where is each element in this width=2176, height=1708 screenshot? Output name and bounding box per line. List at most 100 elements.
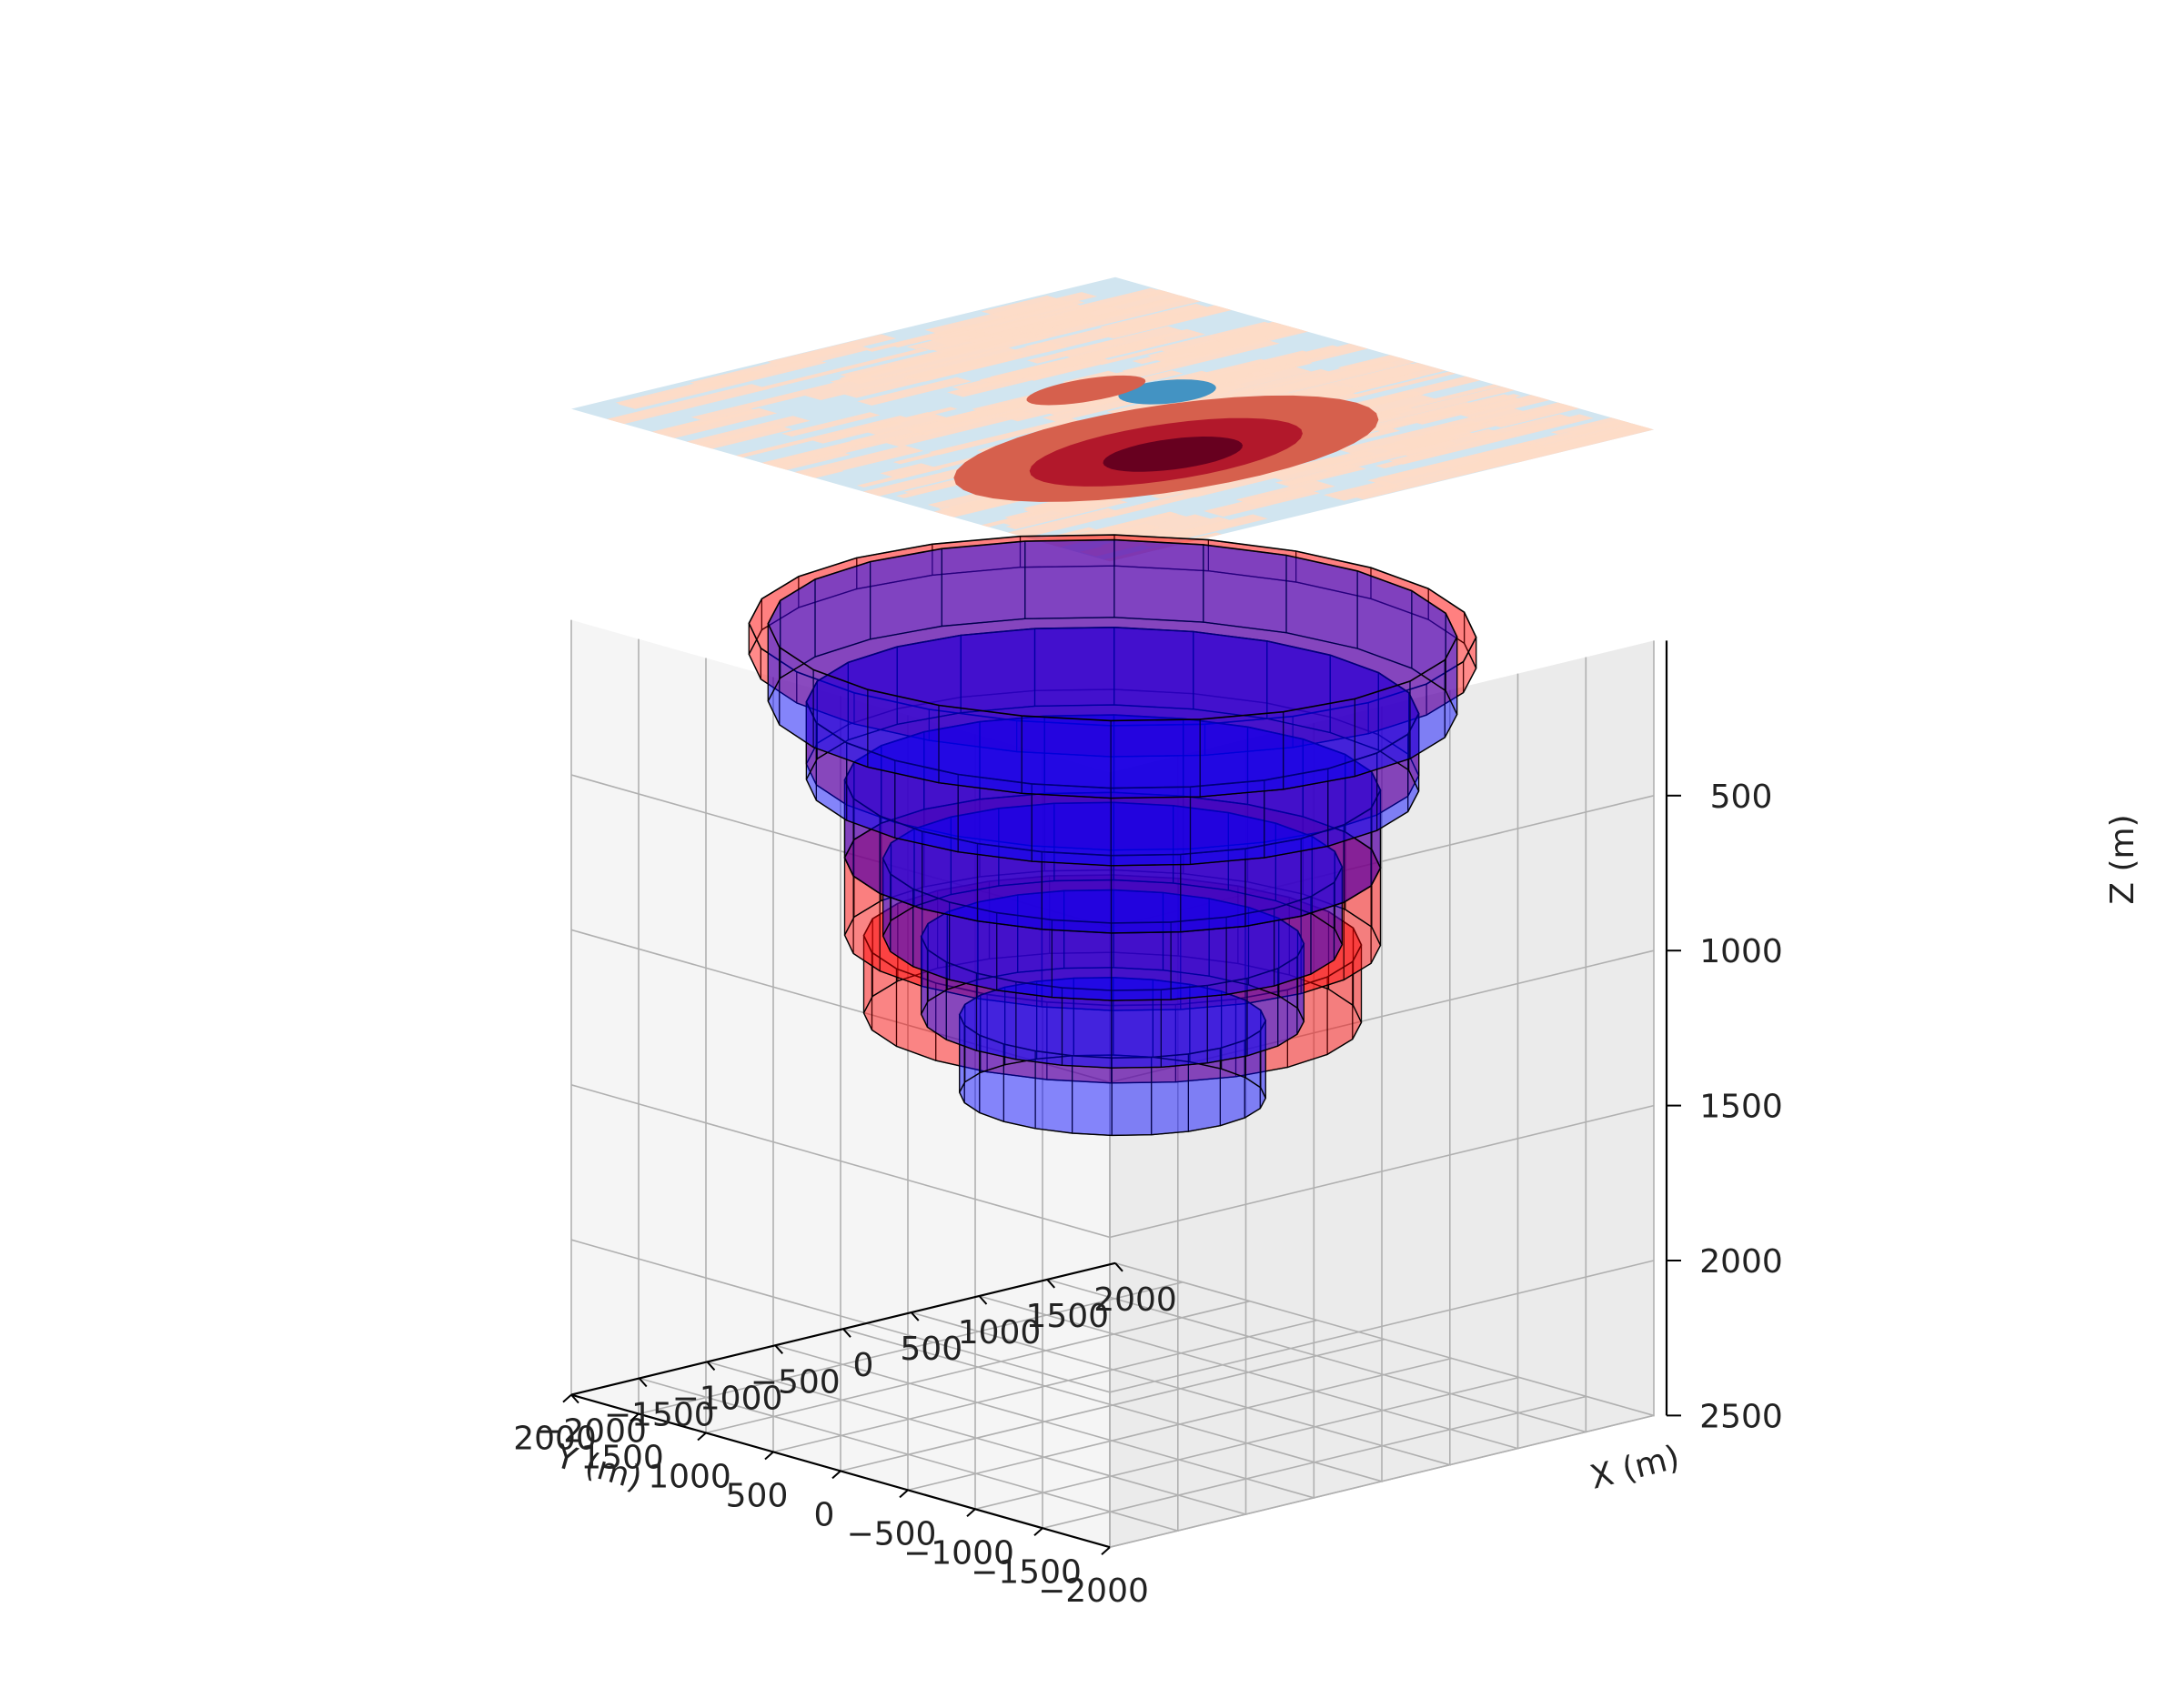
- y-tick-label: 1000: [648, 1459, 731, 1496]
- surface-anomaly-darkest: [1103, 437, 1243, 472]
- cylinder-bottom-face: [805, 704, 1420, 867]
- surface-anomaly-blue: [1118, 379, 1216, 405]
- x-tick-mark: [842, 1328, 851, 1338]
- y-tick-mark: [562, 1393, 572, 1403]
- y-axis-line: [570, 1393, 1111, 1549]
- grid-line-z: [570, 929, 1655, 1083]
- surface-patch: [1167, 368, 1332, 409]
- surface-patch: [1283, 470, 1344, 486]
- cylinder-layer: [843, 791, 1382, 1011]
- x-tick-mark: [706, 1361, 716, 1371]
- x-tick-mark: [774, 1344, 783, 1354]
- surface-patch: [856, 412, 949, 436]
- cylinder-series: [748, 534, 1477, 1084]
- surface-patch: [713, 416, 908, 463]
- surface-patch: [961, 405, 1023, 420]
- cylinder-series: [767, 538, 1458, 1137]
- cylinder-top-face: [881, 801, 1344, 924]
- y-tick-mark: [899, 1489, 909, 1499]
- surface-patch: [1204, 487, 1321, 517]
- surface-patch: [1346, 371, 1456, 398]
- cylinder-bottom-face: [881, 879, 1344, 1001]
- surface-patch: [1109, 337, 1280, 380]
- surface-patch: [751, 347, 929, 392]
- x-tick-label: −2000: [536, 1413, 647, 1451]
- cylinder-layer: [805, 626, 1420, 867]
- cylinders-group: [748, 534, 1477, 1137]
- surface-patch: [1375, 448, 1454, 468]
- z-tick-label: 2500: [1699, 1398, 1783, 1435]
- cylinder-layer: [748, 534, 1477, 758]
- cylinder-layer: [881, 801, 1344, 1001]
- y-tick-mark: [1101, 1546, 1111, 1555]
- surface-patch: [1097, 312, 1188, 335]
- y-tick-mark: [831, 1470, 841, 1480]
- x-tick-label: 1500: [1025, 1298, 1109, 1335]
- x-tick-label: 2000: [1093, 1281, 1177, 1319]
- surface-patch: [1324, 480, 1403, 501]
- y-tick-mark: [630, 1412, 640, 1422]
- x-tick-mark: [570, 1393, 579, 1404]
- surface-patch: [1162, 519, 1243, 540]
- surface-patch: [1207, 359, 1397, 407]
- z-axis-label: Z (m): [2104, 814, 2141, 904]
- cylinder-layer: [862, 874, 1363, 1084]
- surface-patch: [1325, 394, 1522, 442]
- surface-patch: [924, 292, 1098, 335]
- y-tick-label: −1000: [903, 1534, 1014, 1572]
- cylinder-layer: [767, 538, 1458, 799]
- surface-patch: [1257, 360, 1311, 374]
- surface-patch: [857, 377, 972, 406]
- surface-patch: [979, 337, 1169, 384]
- x-tick-mark: [1114, 1262, 1123, 1272]
- cylinder-layer: [843, 714, 1382, 934]
- cylinder-top-face: [862, 874, 1363, 1007]
- y-tick-mark: [1033, 1527, 1043, 1536]
- surface-patch: [880, 463, 942, 479]
- surface-patch: [1074, 532, 1226, 562]
- z-tick-label: 500: [1710, 779, 1773, 816]
- x-tick-mark: [639, 1377, 648, 1388]
- x-tick-label: 500: [900, 1331, 962, 1368]
- tick-labels: −2000−1500−1000−500 0 500100015002000−2000…: [513, 779, 1783, 1610]
- surface-patch: [1501, 411, 1654, 464]
- surface-patch: [902, 350, 1025, 380]
- surface-patch: [1337, 407, 1528, 455]
- cylinder-top-face: [843, 714, 1382, 857]
- surface-patch: [856, 455, 988, 487]
- surface-patch: [1005, 499, 1128, 529]
- x-tick-label: −1000: [672, 1380, 783, 1417]
- surface-patch: [781, 412, 881, 437]
- surface-patch: [675, 424, 793, 454]
- x-tick-label: −500: [751, 1363, 841, 1401]
- z-tick-label: 1500: [1699, 1089, 1783, 1126]
- surface-patch: [921, 304, 1112, 351]
- grid-line-z: [570, 774, 1655, 929]
- surface-patch: [997, 497, 1114, 527]
- surface-patch: [1567, 418, 1631, 436]
- surface-patch: [963, 323, 1043, 344]
- x-tick-mark: [911, 1311, 920, 1321]
- cylinder-top-face: [805, 626, 1420, 789]
- x-tick-label: 0: [853, 1347, 874, 1384]
- surface-patch: [1097, 489, 1210, 518]
- grid-line-z: [570, 1084, 1655, 1239]
- surface-patch: [892, 447, 958, 465]
- surface-anomaly-red-2: [1026, 375, 1146, 406]
- surface-patch: [618, 357, 827, 409]
- surface-patch: [883, 409, 1034, 447]
- surface-patch: [1209, 322, 1287, 342]
- surface-patch: [903, 478, 969, 496]
- cylinder-layer: [805, 626, 1420, 851]
- surface-patch: [754, 431, 926, 474]
- x-tick-mark: [978, 1295, 988, 1305]
- y-tick-label: −500: [847, 1515, 937, 1552]
- x-tick-mark: [1046, 1279, 1055, 1289]
- cylinder-top-face: [767, 538, 1458, 722]
- y-tick-label: −1500: [971, 1553, 1082, 1591]
- cylinder-top-face: [748, 534, 1477, 727]
- cylinder-bottom-face: [843, 791, 1382, 934]
- surface-patch: [804, 347, 1023, 400]
- surface-patch: [1393, 428, 1506, 457]
